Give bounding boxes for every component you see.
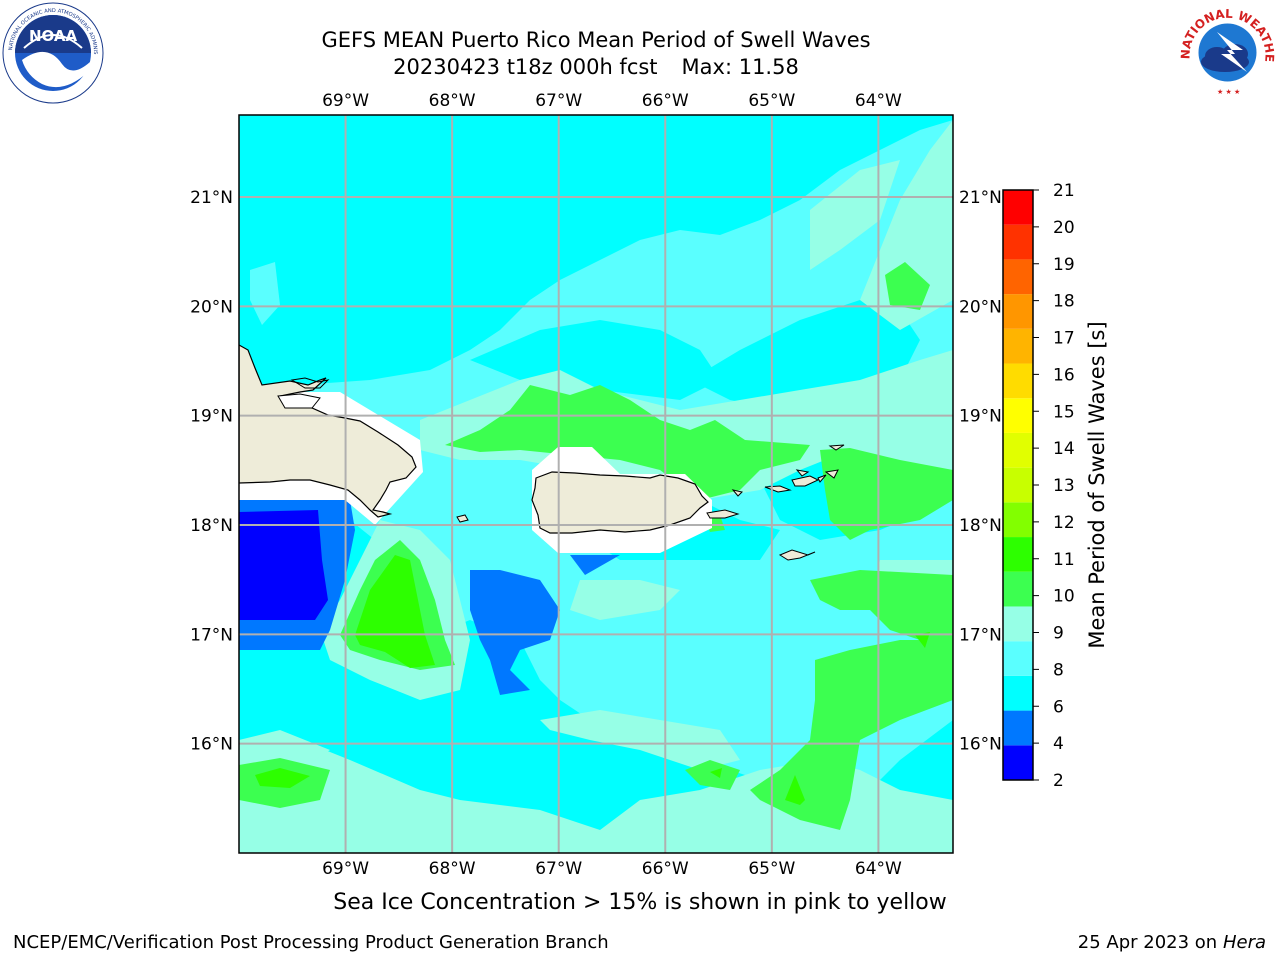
lon-tick-label: 66°W [642,859,689,879]
colorbar-swatch [1003,502,1033,538]
lon-tick-label: 64°W [855,859,902,879]
lon-tick-label: 68°W [429,91,476,111]
colorbar-swatch [1003,294,1033,329]
colorbar-tick-label: 19 [1053,255,1075,275]
chart-subtitle: 20230423 t18z 000h fcst Max: 11.58 [160,54,1032,80]
contour-band-11-12 [255,555,930,805]
sea-ice-note: Sea Ice Concentration > 15% is shown in … [333,890,947,915]
svg-text:★ ★ ★: ★ ★ ★ [1217,88,1240,96]
colorbar-swatch [1003,190,1033,225]
lat-tick-label-right: 18°N [959,516,1002,536]
colorbar-tick-label: 16 [1053,365,1075,385]
small-islands [456,444,845,561]
noaa-logo: NOAA NATIONAL OCEANIC AND ATMOSPHERIC AD… [2,2,104,104]
colorbar-swatch [1003,710,1033,746]
colorbar: 21 20 19 18 17 16 15 14 13 12 11 10 9 8 6 4 2 [1002,181,1075,791]
max-value: Max: 11.58 [681,55,799,79]
footer-branch: NCEP/EMC/Verification Post Processing Pr… [13,932,609,953]
colorbar-tick-label: 4 [1053,734,1064,754]
colorbar-swatch [1003,537,1033,572]
axis-labels: 69°W 69°W 68°W 68°W 67°W 67°W 66°W 66°W 65°W 65°W… [190,91,1002,879]
footer-host: Hera [1222,932,1266,953]
contour-band-2-4 [239,510,328,620]
lon-tick-label: 64°W [855,91,902,111]
lat-tick-label: 19°N [190,407,233,427]
colorbar-tick-label: 11 [1053,550,1075,570]
lat-tick-label-right: 17°N [959,625,1002,645]
lat-tick-label-right: 16°N [959,735,1002,755]
colorbar-swatch [1003,641,1033,676]
lat-tick-label: 16°N [190,735,233,755]
map-frame [238,114,954,854]
lon-tick-label: 69°W [322,859,369,879]
colorbar-tick-label: 8 [1053,660,1064,680]
colorbar-label: Mean Period of Swell Waves [s] [1085,321,1109,649]
gridlines [239,115,953,853]
lon-tick-label: 67°W [535,91,582,111]
colorbar-swatch [1003,328,1033,364]
lat-tick-label: 17°N [190,625,233,645]
colorbar-swatch [1003,571,1033,607]
lat-tick-label-right: 19°N [959,407,1002,427]
colorbar-swatch [1003,467,1033,503]
colorbar-tick-label: 12 [1053,513,1075,533]
land-hispaniola [239,344,417,518]
lat-tick-label: 21°N [190,188,233,208]
svg-text:NOAA: NOAA [29,27,78,45]
colorbar-swatch [1003,675,1033,711]
colorbar-tick-label: 15 [1053,402,1075,422]
colorbar-tick-label: 10 [1053,587,1075,607]
colorbar-swatch [1003,224,1033,260]
lon-tick-label: 65°W [748,91,795,111]
colorbar-swatch [1003,606,1033,642]
lat-tick-label-right: 20°N [959,297,1002,317]
lat-tick-label-right: 21°N [959,188,1002,208]
lon-tick-label: 68°W [429,859,476,879]
colorbar-swatch [1003,363,1033,399]
lat-tick-label: 18°N [190,516,233,536]
colorbar-swatch [1003,432,1033,468]
colorbar-tick-label: 17 [1053,329,1075,349]
colorbar-swatch [1003,745,1033,780]
nws-logo: NATIONAL WEATHER SERVICE ★ ★ ★ [1177,2,1277,102]
footer-date: 25 Apr 2023 on Hera [1078,932,1266,953]
colorbar-tick-label: 20 [1053,218,1075,238]
lat-tick-label: 20°N [190,297,233,317]
colorbar-tick-label: 6 [1053,697,1064,717]
lon-tick-label: 69°W [322,91,369,111]
footer-date-text: 25 Apr 2023 on [1077,932,1223,953]
map-panel [239,115,953,853]
colorbar-swatch [1003,398,1033,433]
colorbar-tick-label: 2 [1053,771,1064,791]
forecast-date: 20230423 t18z 000h fcst [393,55,658,79]
colorbar-tick-label: 9 [1053,624,1064,644]
colorbar-swatch [1003,259,1033,295]
lon-tick-label: 67°W [535,859,582,879]
colorbar-tick-label: 18 [1053,292,1075,312]
colorbar-tick-label: 14 [1053,439,1075,459]
lon-tick-label: 66°W [642,91,689,111]
lon-tick-label: 65°W [748,859,795,879]
colorbar-tick-label: 21 [1053,181,1075,201]
colorbar-tick-label: 13 [1053,476,1075,496]
chart-title: GEFS MEAN Puerto Rico Mean Period of Swe… [321,28,871,52]
